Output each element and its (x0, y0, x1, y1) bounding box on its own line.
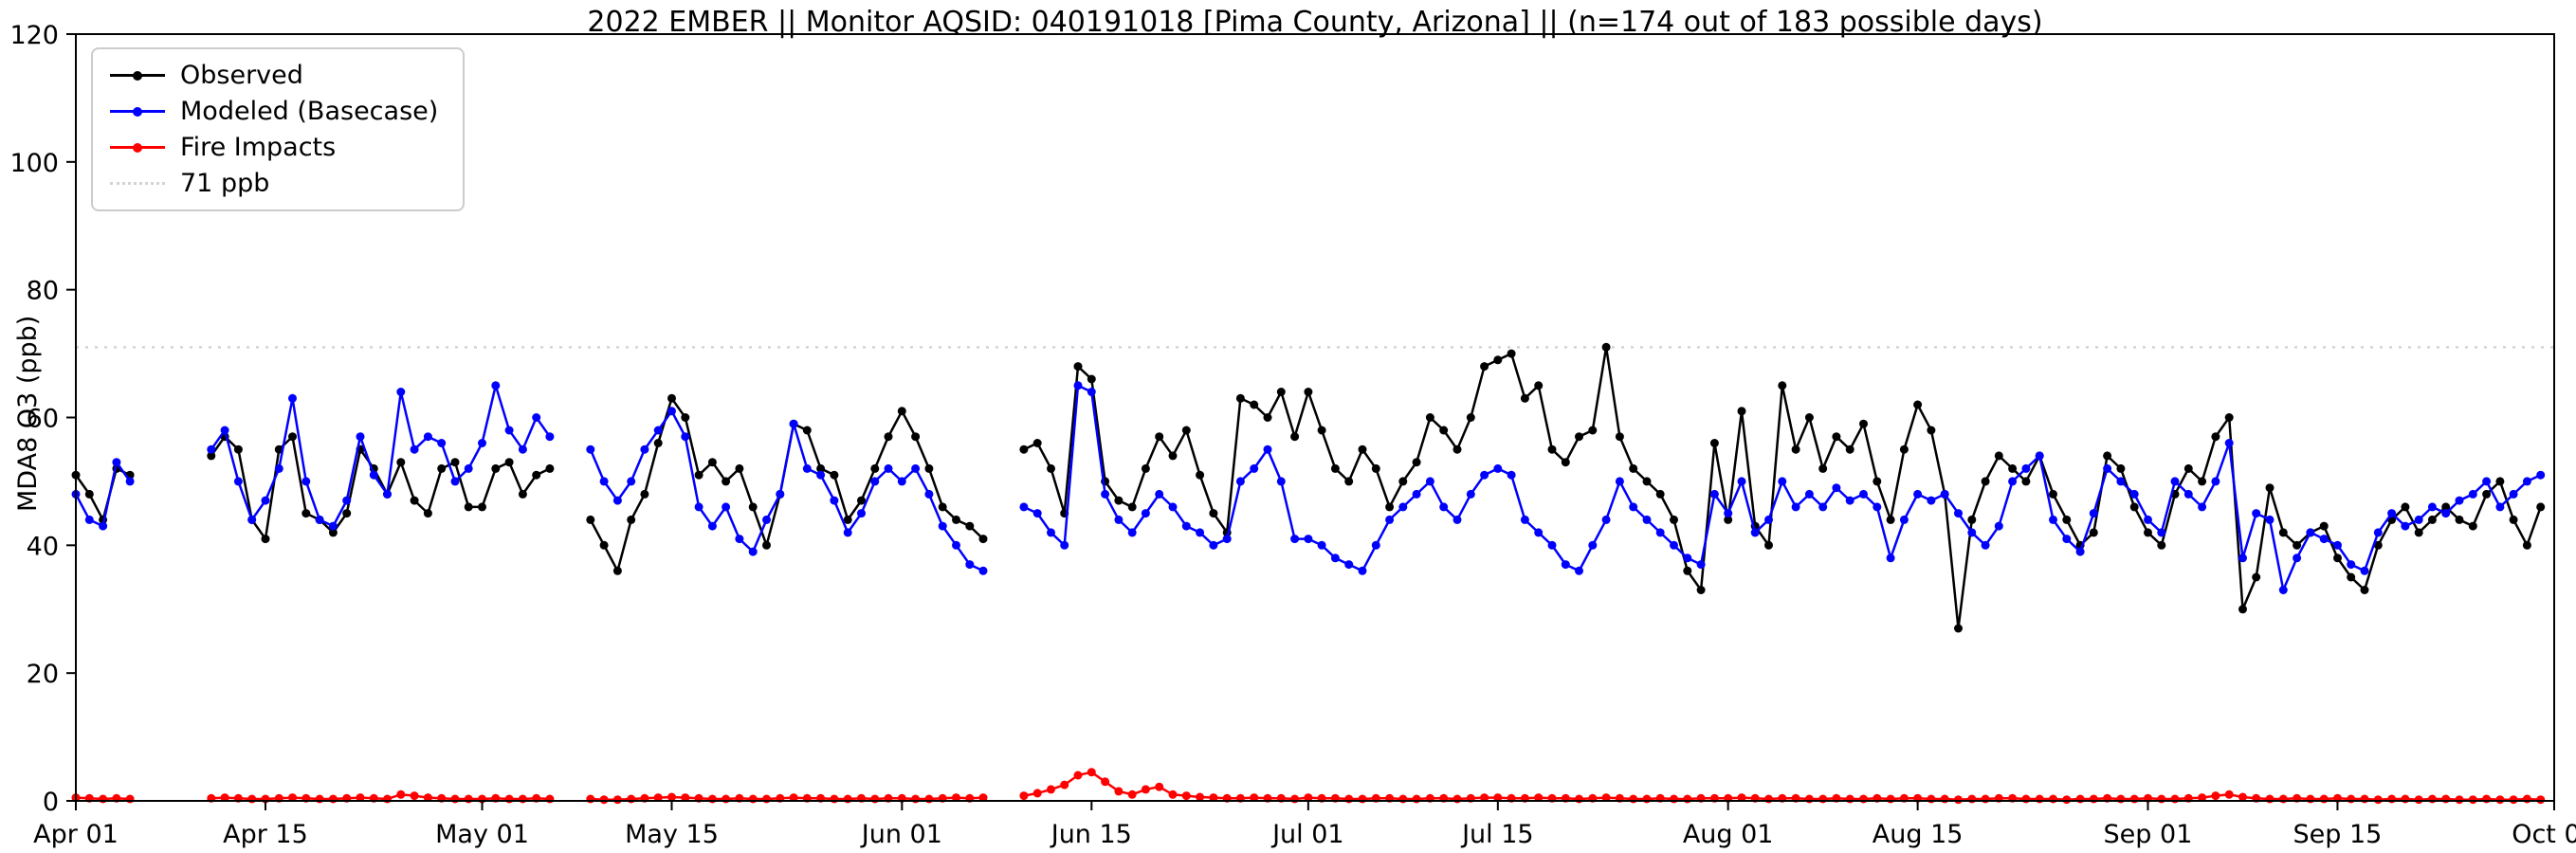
svg-text:Jul 01: Jul 01 (1270, 820, 1344, 849)
threshold-line-sample (110, 182, 165, 185)
legend-item-threshold: 71 ppb (110, 171, 438, 196)
svg-text:Aug 15: Aug 15 (1873, 820, 1964, 849)
legend-label-threshold: 71 ppb (180, 169, 270, 198)
legend-label-observed: Observed (180, 61, 303, 90)
legend-item-fire-impacts: Fire Impacts (110, 135, 438, 160)
series-fire-impacts (71, 768, 2546, 805)
svg-text:Oct 01: Oct 01 (2512, 820, 2576, 849)
modeled-basecase-line (74, 380, 2542, 594)
svg-text:Sep 01: Sep 01 (2104, 820, 2193, 849)
svg-text:Apr 01: Apr 01 (33, 820, 119, 849)
x-axis-ticks: Apr 01 Apr 15 May 01 May 15 Jun 01 Jun 15 Jul … (33, 801, 2576, 849)
legend: Observed Modeled (Basecase) Fire Impacts… (91, 47, 466, 211)
legend-item-modeled-basecase: Modeled (Basecase) (110, 99, 438, 124)
y-axis-ticks: 0 20 40 60 80 100 120 (9, 21, 76, 817)
legend-item-observed: Observed (110, 63, 438, 88)
svg-text:80: 80 (27, 277, 59, 306)
svg-text:40: 40 (27, 532, 59, 561)
legend-label-fire-impacts: Fire Impacts (180, 133, 337, 162)
svg-text:20: 20 (27, 660, 59, 689)
series-modeled-basecase (71, 380, 2546, 594)
svg-text:Jun 01: Jun 01 (860, 820, 942, 849)
svg-text:100: 100 (9, 149, 59, 178)
modeled-marker-sample (133, 107, 142, 117)
svg-text:Apr 15: Apr 15 (223, 820, 308, 849)
svg-text:Jun 15: Jun 15 (1050, 820, 1132, 849)
legend-label-modeled-basecase: Modeled (Basecase) (180, 97, 439, 126)
svg-text:60: 60 (27, 405, 59, 434)
svg-text:May 15: May 15 (625, 820, 719, 849)
svg-text:Aug 01: Aug 01 (1683, 820, 1774, 849)
series-observed (71, 342, 2546, 633)
svg-text:0: 0 (43, 788, 59, 817)
svg-text:May 01: May 01 (435, 820, 529, 849)
svg-text:Sep 15: Sep 15 (2293, 820, 2383, 849)
fire-impacts-line-sample (110, 143, 165, 153)
svg-text:Jul 15: Jul 15 (1460, 820, 1534, 849)
modeled-line-sample (110, 107, 165, 117)
fire-impacts-marker-sample (133, 143, 142, 153)
svg-text:120: 120 (9, 21, 59, 50)
observed-marker-sample (133, 71, 142, 81)
observed-line-sample (110, 71, 165, 81)
